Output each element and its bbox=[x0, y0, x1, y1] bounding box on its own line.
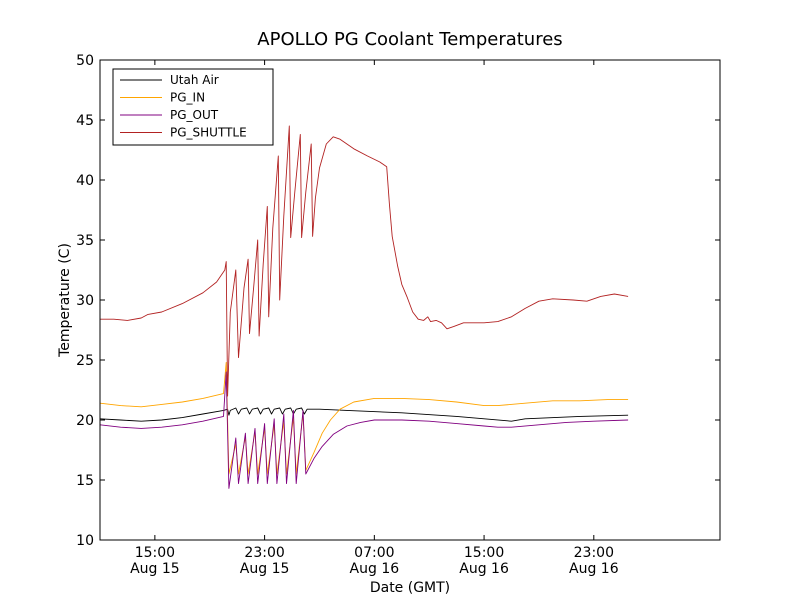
y-tick-label: 45 bbox=[76, 113, 94, 129]
legend-label: Utah Air bbox=[170, 73, 219, 87]
x-tick-label-time: 15:00 bbox=[135, 545, 175, 561]
y-tick-label: 20 bbox=[76, 413, 94, 429]
legend-label: PG_IN bbox=[170, 91, 205, 105]
series-line-utah-air bbox=[99, 407, 629, 422]
x-tick-label-date: Aug 16 bbox=[350, 561, 400, 577]
plot-area bbox=[99, 125, 629, 489]
y-tick-label: 35 bbox=[76, 233, 94, 249]
y-tick-label: 30 bbox=[76, 293, 94, 309]
x-tick-label-date: Aug 16 bbox=[569, 561, 619, 577]
y-tick-label: 25 bbox=[76, 353, 94, 369]
series-line-pg-out bbox=[99, 371, 629, 489]
y-tick-label: 15 bbox=[76, 473, 94, 489]
legend: Utah Air PG_IN PG_OUT PG_SHUTTLE bbox=[112, 68, 274, 146]
x-axis-label: Date (GMT) bbox=[370, 580, 450, 596]
x-tick-label-time: 07:00 bbox=[354, 545, 394, 561]
y-axis-label: Temperature (C) bbox=[57, 243, 73, 358]
y-tick-label: 10 bbox=[76, 533, 94, 549]
x-tick-label-time: 23:00 bbox=[574, 545, 614, 561]
x-tick-label-date: Aug 15 bbox=[130, 561, 180, 577]
y-tick-label: 40 bbox=[76, 173, 94, 189]
chart-title: APOLLO PG Coolant Temperatures bbox=[257, 29, 562, 50]
x-tick-label-date: Aug 15 bbox=[240, 561, 290, 577]
x-tick-label-date: Aug 16 bbox=[459, 561, 509, 577]
legend-label: PG_OUT bbox=[170, 108, 219, 122]
y-tick-label: 50 bbox=[76, 53, 94, 69]
series-line-pg-shuttle bbox=[100, 125, 629, 397]
legend-label: PG_SHUTTLE bbox=[170, 126, 247, 140]
x-tick-label-time: 15:00 bbox=[464, 545, 504, 561]
x-tick-label-time: 23:00 bbox=[244, 545, 284, 561]
